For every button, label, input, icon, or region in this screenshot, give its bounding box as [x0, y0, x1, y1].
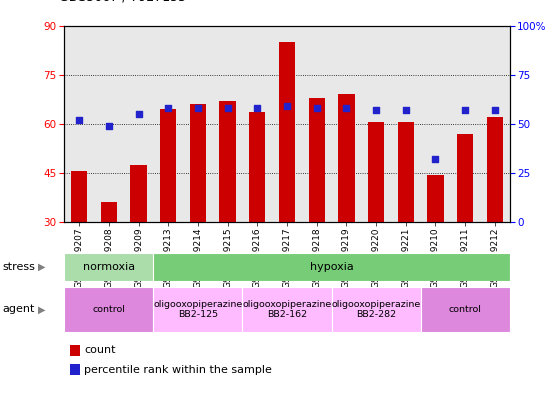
Text: control: control — [92, 305, 125, 314]
Point — [282, 103, 291, 109]
Point — [164, 105, 173, 111]
Text: percentile rank within the sample: percentile rank within the sample — [84, 365, 272, 375]
Text: GDS5067 / 7927153: GDS5067 / 7927153 — [59, 0, 186, 4]
Bar — [398, 122, 414, 222]
Bar — [427, 174, 444, 222]
Point — [194, 105, 203, 111]
Bar — [421, 287, 510, 332]
Point — [105, 123, 114, 129]
Text: hypoxia: hypoxia — [310, 262, 353, 272]
Point — [431, 156, 440, 162]
Text: count: count — [84, 345, 115, 355]
Text: oligooxopiperazine
BB2-162: oligooxopiperazine BB2-162 — [242, 300, 332, 319]
Text: control: control — [449, 305, 482, 314]
Point — [342, 105, 351, 111]
Bar — [160, 109, 176, 222]
Text: ▶: ▶ — [38, 305, 45, 314]
Point — [372, 107, 381, 113]
Bar — [64, 253, 153, 281]
Bar — [71, 171, 87, 222]
Text: ▶: ▶ — [38, 262, 45, 272]
Point — [75, 117, 84, 123]
Bar — [220, 101, 236, 222]
Bar — [153, 253, 510, 281]
Point — [312, 105, 321, 111]
Bar — [64, 287, 153, 332]
Bar — [101, 202, 117, 222]
Point — [223, 105, 232, 111]
Bar — [457, 134, 473, 222]
Text: oligooxopiperazine
BB2-282: oligooxopiperazine BB2-282 — [332, 300, 421, 319]
Bar — [279, 42, 295, 222]
Bar — [368, 122, 384, 222]
Bar — [130, 165, 147, 222]
Bar — [332, 287, 421, 332]
Text: agent: agent — [3, 305, 35, 314]
Bar — [190, 104, 206, 222]
Point — [253, 105, 262, 111]
Point — [460, 107, 469, 113]
Bar — [242, 287, 332, 332]
Point — [491, 107, 500, 113]
Bar — [309, 97, 325, 222]
Bar — [338, 94, 354, 222]
Bar — [487, 117, 503, 222]
Text: oligooxopiperazine
BB2-125: oligooxopiperazine BB2-125 — [153, 300, 242, 319]
Bar — [153, 287, 242, 332]
Text: normoxia: normoxia — [83, 262, 135, 272]
Text: stress: stress — [3, 262, 36, 272]
Point — [401, 107, 410, 113]
Point — [134, 111, 143, 117]
Bar — [249, 112, 265, 222]
